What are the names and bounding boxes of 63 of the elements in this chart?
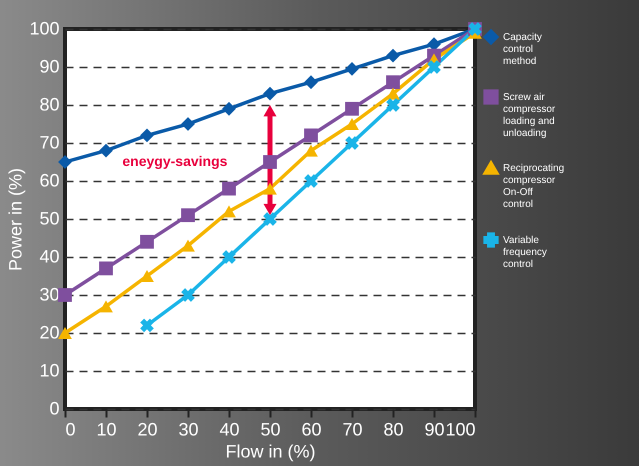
point [58,288,72,302]
y-axis-title: Power in (%) [5,168,26,272]
point [263,155,277,169]
point [263,182,277,195]
point [345,102,359,116]
y-tick-label: 100 [29,18,60,38]
point [181,288,195,302]
x-axis-title: Flow in (%) [225,442,316,462]
point [99,262,113,276]
point [58,327,72,339]
y-tick-label: 10 [39,360,60,380]
point [304,174,318,188]
point [181,240,195,252]
x-tick-label: 80 [383,420,404,440]
x-tick-label: 40 [219,420,240,440]
x-tick-label: 0 [66,420,76,440]
point [181,208,195,222]
annotation: eneygy-savings [122,153,228,169]
point [304,144,318,157]
point [386,48,400,62]
point [58,155,72,169]
point [427,60,441,74]
point [181,117,195,131]
point [140,234,154,249]
y-tick-label: 90 [39,56,60,76]
legend-label: Capacity control method [503,32,542,67]
point [304,75,318,90]
x-tick-label: 60 [301,420,322,440]
point [140,128,154,142]
point [386,88,400,100]
x-tick-label: 30 [178,420,199,440]
x-tick-label: 100 [445,420,476,440]
x-tick-label: 90 [424,420,445,440]
point [345,136,359,150]
y-tick-label: 20 [39,322,60,342]
legend-label: Screw air compressor loading and unloading [503,92,556,139]
point [386,75,400,90]
point [345,118,359,130]
y-tick-label: 40 [39,246,60,266]
point [140,270,154,282]
x-tick-label: 20 [137,420,158,440]
point [140,318,154,332]
point [99,300,113,312]
x-tick-label: 70 [342,420,363,440]
point [222,250,236,264]
point [99,144,113,158]
point [345,62,359,76]
y-tick-label: 80 [39,94,60,114]
y-tick-label: 50 [39,208,60,228]
point [222,182,236,196]
point [386,98,400,112]
x-tick-label: 10 [96,420,117,440]
point [304,128,318,142]
legend-label: Variable frequency control [503,235,547,270]
y-tick-label: 0 [49,398,60,418]
point [222,102,236,116]
y-tick-label: 60 [39,170,60,190]
point [263,212,277,226]
legend-label: Reciprocating compressor On-Off control [503,163,564,210]
point [263,86,277,100]
y-tick-label: 30 [39,284,60,304]
x-tick-label: 50 [260,420,281,440]
y-tick-label: 70 [39,132,60,152]
